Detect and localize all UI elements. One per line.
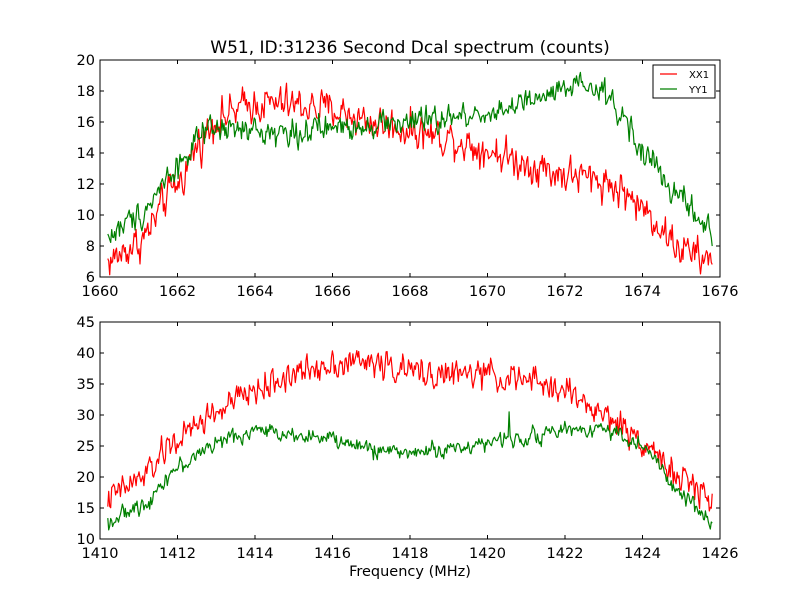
y-tick-label: 12 [77, 177, 95, 193]
series-line-xx1 [107, 350, 713, 512]
series-line-yy1 [107, 411, 713, 531]
series-line-yy1 [107, 71, 713, 247]
x-tick-label: 1664 [237, 284, 274, 300]
y-tick-label: 10 [77, 532, 95, 548]
y-tick-label: 30 [77, 408, 95, 424]
x-tick-label: 1672 [547, 284, 584, 300]
top-axes-frame [99, 59, 721, 278]
chart-title: W51, ID:31236 Second Dcal spectrum (coun… [210, 38, 609, 58]
x-tick-label: 1424 [624, 546, 661, 562]
top-plot-lines [107, 71, 713, 276]
y-tick-label: 20 [77, 53, 95, 69]
top-axes: 1660 1662 1664 1666 1668 1670 1672 1674 1676 6 8 1… [77, 53, 739, 300]
y-tick-label: 20 [77, 470, 95, 486]
y-tick-label: 10 [77, 208, 95, 224]
x-tick-label: 1422 [547, 546, 584, 562]
x-tick-label: 1426 [702, 546, 739, 562]
x-tick-label: 1662 [159, 284, 196, 300]
y-tick-label: 16 [77, 115, 95, 131]
legend-label-xx1: XX1 [689, 70, 709, 81]
top-x-tick-labels: 1660 1662 1664 1666 1668 1670 1672 1674 1676 [82, 284, 739, 300]
y-tick-label: 25 [77, 439, 95, 455]
y-tick-label: 8 [86, 239, 95, 255]
x-tick-label: 1676 [702, 284, 739, 300]
x-tick-label: 1410 [82, 546, 119, 562]
y-tick-label: 45 [77, 315, 95, 331]
x-tick-label: 1416 [314, 546, 351, 562]
x-tick-label: 1660 [82, 284, 119, 300]
x-tick-label: 1668 [392, 284, 429, 300]
y-tick-label: 15 [77, 501, 95, 517]
legend-label-yy1: YY1 [688, 85, 708, 96]
y-tick-label: 40 [77, 346, 95, 362]
y-tick-label: 18 [77, 84, 95, 100]
x-tick-label: 1674 [624, 284, 661, 300]
bottom-x-tick-labels: 1410 1412 1414 1416 1418 1420 1422 1424 1426 [82, 546, 739, 562]
bottom-plot-lines [107, 350, 713, 531]
x-tick-label: 1420 [469, 546, 506, 562]
bottom-y-tick-labels: 10 15 20 25 30 35 40 45 [77, 315, 95, 548]
x-axis-label: Frequency (MHz) [349, 564, 471, 580]
bottom-axes-frame [99, 321, 721, 540]
x-tick-label: 1670 [469, 284, 506, 300]
top-y-tick-labels: 6 8 10 12 14 16 18 20 [77, 53, 95, 286]
y-tick-label: 35 [77, 377, 95, 393]
bottom-axes: 1410 1412 1414 1416 1418 1420 1422 1424 1426 101… [77, 315, 739, 562]
legend-box [652, 64, 716, 99]
x-tick-label: 1418 [392, 546, 429, 562]
x-tick-label: 1414 [237, 546, 274, 562]
x-tick-label: 1412 [159, 546, 196, 562]
y-tick-label: 14 [77, 146, 95, 162]
x-tick-label: 1666 [314, 284, 351, 300]
legend: XX1 YY1 [652, 64, 716, 99]
top-plot-area [100, 60, 720, 277]
y-tick-label: 6 [86, 270, 95, 286]
